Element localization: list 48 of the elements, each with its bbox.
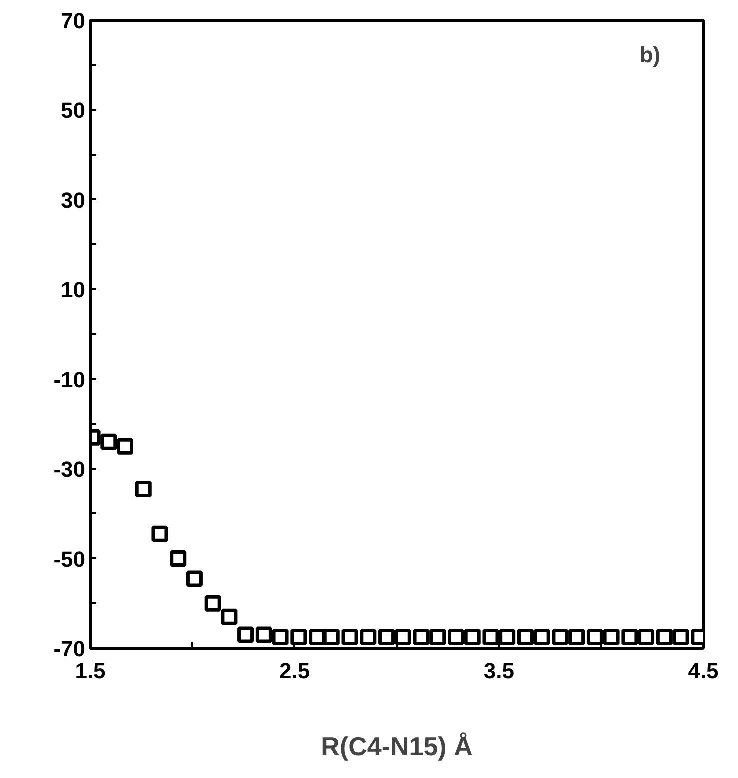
y-tick-label: -10 — [54, 367, 86, 392]
point — [430, 629, 446, 646]
point — [272, 629, 289, 646]
y-tick-label: 70 — [61, 8, 86, 34]
point — [394, 629, 412, 646]
y-tick-label: 50 — [61, 98, 86, 124]
point — [204, 595, 222, 612]
x-tick-label: 2.5 — [280, 658, 310, 684]
x-tick-label: 1.5 — [75, 658, 106, 684]
point — [100, 434, 118, 450]
y-tick-label: -50 — [54, 546, 86, 572]
point — [256, 626, 272, 644]
point — [238, 626, 254, 644]
point — [152, 526, 168, 542]
point — [552, 629, 569, 646]
point — [290, 629, 308, 646]
point — [221, 608, 238, 626]
point — [499, 629, 516, 646]
point — [482, 629, 500, 646]
point — [309, 629, 326, 646]
y-tick-label: -70 — [54, 636, 86, 662]
point — [170, 550, 187, 568]
point — [622, 629, 638, 646]
point — [672, 629, 690, 646]
point — [603, 629, 620, 646]
y-tick-label: -30 — [54, 457, 86, 482]
point — [116, 438, 134, 455]
point — [378, 629, 396, 646]
y-tick-label: 30 — [61, 188, 86, 213]
point — [342, 629, 358, 646]
point — [186, 570, 203, 588]
point — [448, 629, 465, 646]
point — [517, 629, 534, 646]
y-tick-label: 10 — [61, 278, 86, 303]
point — [323, 629, 340, 646]
point — [413, 629, 430, 646]
point — [586, 629, 604, 646]
point — [568, 629, 586, 646]
point — [534, 629, 550, 646]
x-tick-label: 4.5 — [688, 658, 719, 684]
point — [638, 629, 655, 646]
point — [464, 629, 481, 646]
point — [656, 629, 673, 646]
x-axis-title: R(C4-N15) Å — [321, 732, 474, 762]
annotation: b) — [640, 42, 661, 68]
x-tick-label: 3.5 — [484, 658, 514, 684]
point — [135, 481, 152, 498]
point — [360, 629, 377, 646]
